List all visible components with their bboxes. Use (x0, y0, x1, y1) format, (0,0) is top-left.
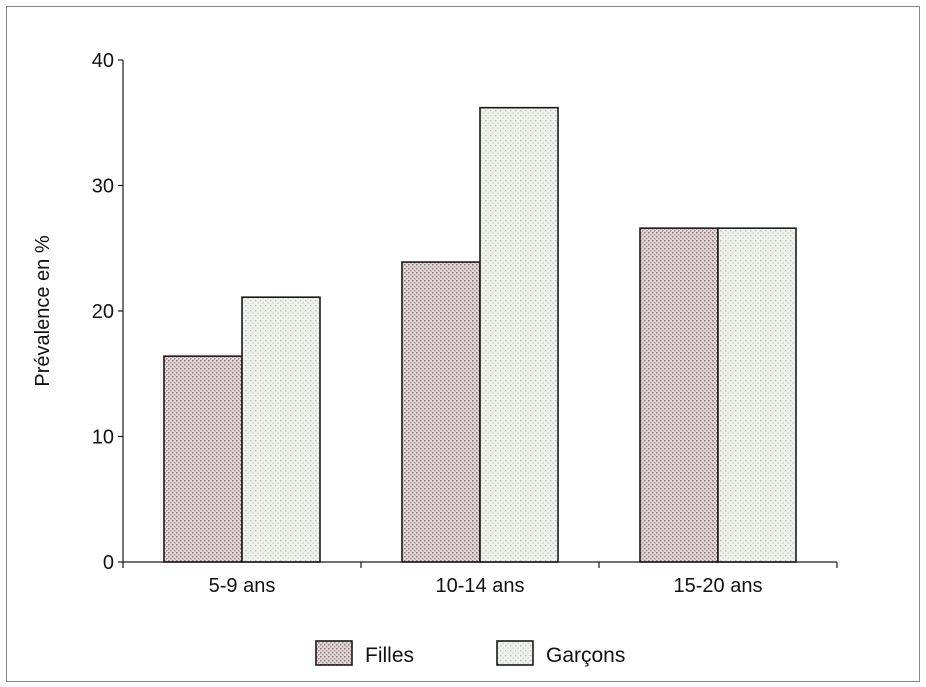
bars-layer (163, 106, 797, 563)
legend: Filles Garçons (315, 640, 625, 667)
x-tick-label: 10-14 ans (436, 575, 525, 597)
y-tick-label: 10 (92, 427, 114, 449)
bar-filles-2 (639, 227, 719, 563)
y-axis-title: Prévalence en % (32, 235, 54, 386)
bar-gar-ons-2 (717, 227, 797, 563)
bar-filles-1 (401, 261, 481, 563)
bar-gar-ons-0 (241, 296, 321, 563)
x-tick-label: 5-9 ans (209, 575, 276, 597)
y-tick-label: 30 (92, 176, 114, 198)
y-tick-label: 0 (103, 552, 114, 574)
legend-swatch-gar-ons (496, 640, 534, 666)
axes-layer: 0 10 20 30 40 5-9 ans 10-14 ans 15-20 ans (92, 50, 838, 597)
bar-gar-ons-1 (479, 106, 559, 563)
bar-filles-0 (163, 355, 243, 563)
legend-label: Garçons (546, 644, 625, 667)
chart-frame (6, 6, 920, 682)
y-tick-label: 40 (92, 50, 114, 72)
legend-swatch-filles (315, 640, 353, 666)
legend-label: Filles (365, 644, 414, 667)
x-tick-label: 15-20 ans (674, 575, 763, 597)
y-tick-label: 20 (92, 301, 114, 323)
